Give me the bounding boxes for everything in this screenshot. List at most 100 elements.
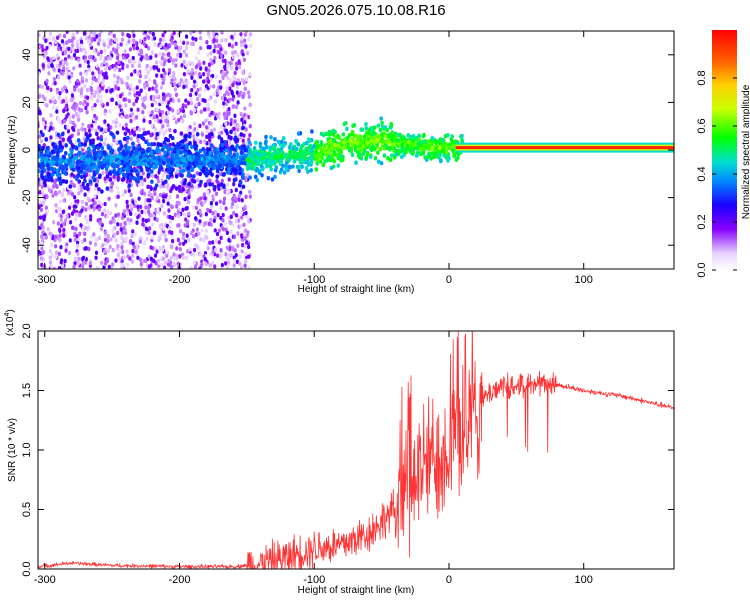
- heatmap-cell: [120, 159, 125, 165]
- heatmap-cell: [220, 130, 224, 135]
- heatmap-cell: [191, 174, 196, 179]
- heatmap-cell: [202, 60, 206, 66]
- heatmap-cell: [194, 70, 198, 75]
- heatmap-cell: [146, 172, 151, 178]
- heatmap-cell: [50, 63, 54, 68]
- heatmap-cell: [229, 214, 233, 219]
- heatmap-cell: [308, 143, 313, 148]
- heatmap-cell: [125, 139, 129, 145]
- heatmap-cell: [252, 161, 256, 167]
- heatmap-cell: [62, 33, 67, 39]
- heatmap-cell: [140, 135, 144, 140]
- heatmap-cell: [155, 92, 159, 98]
- heatmap-cell: [239, 150, 244, 155]
- heatmap-cell: [58, 60, 63, 66]
- heatmap-cell: [65, 66, 70, 72]
- heatmap-cell: [227, 177, 231, 182]
- heatmap-cell: [227, 237, 231, 243]
- heatmap-cell: [298, 160, 303, 165]
- heatmap-cell: [232, 55, 236, 60]
- heatmap-cell: [109, 131, 113, 136]
- heatmap-cell: [191, 71, 195, 76]
- heatmap-cell: [350, 129, 355, 135]
- heatmap-cell: [62, 187, 66, 193]
- heatmap-cell: [86, 196, 90, 201]
- heatmap-cell: [310, 148, 314, 154]
- heatmap-cell: [202, 161, 207, 167]
- heatmap-cell: [49, 125, 53, 131]
- heatmap-cell: [98, 149, 103, 155]
- heatmap-cell: [183, 137, 187, 142]
- heatmap-cell: [192, 79, 197, 84]
- heatmap-cell: [40, 161, 45, 167]
- heatmap-cell: [203, 221, 207, 226]
- heatmap-cell: [248, 123, 252, 129]
- heatmap-cell: [49, 135, 53, 140]
- heatmap-cell: [138, 48, 143, 54]
- heatmap-cell: [119, 227, 123, 232]
- heatmap-cell: [87, 124, 91, 129]
- heatmap-cell: [181, 255, 185, 260]
- heatmap-cell: [186, 40, 190, 46]
- heatmap-cell: [191, 61, 195, 66]
- heatmap-cell: [199, 86, 203, 92]
- heatmap-cell: [145, 63, 149, 69]
- heatmap-cell: [166, 197, 170, 202]
- heatmap-cell: [133, 69, 137, 74]
- heatmap-cell: [76, 39, 80, 45]
- heatmap-cell: [98, 33, 102, 38]
- heatmap-cell: [166, 186, 170, 191]
- heatmap-cell: [437, 145, 442, 151]
- heatmap-cell: [203, 118, 208, 124]
- heatmap-cell: [211, 194, 215, 199]
- heatmap-cell: [128, 91, 132, 96]
- heatmap-cell: [247, 94, 251, 100]
- heatmap-cell: [58, 207, 62, 212]
- heatmap-cell: [199, 213, 203, 218]
- heatmap-cell: [235, 219, 239, 224]
- heatmap-cell: [52, 167, 57, 172]
- heatmap-cell: [345, 126, 349, 132]
- heatmap-cell: [121, 31, 125, 37]
- heatmap-cell: [124, 53, 128, 59]
- heatmap-cell: [170, 135, 175, 141]
- heatmap-cell: [392, 142, 396, 147]
- heatmap-cell: [238, 254, 242, 259]
- heatmap-cell: [76, 261, 80, 266]
- heatmap-cell: [383, 139, 388, 144]
- heatmap-cell: [245, 240, 249, 245]
- heatmap-cell: [184, 34, 189, 39]
- heatmap-cell: [46, 56, 50, 61]
- heatmap-cell: [266, 175, 271, 181]
- heatmap-cell: [251, 153, 255, 158]
- heatmap-cell: [72, 127, 76, 133]
- heatmap-cell: [96, 86, 100, 91]
- heatmap-cell: [102, 60, 106, 65]
- heatmap-cell: [97, 94, 102, 99]
- heatmap-cell: [239, 210, 244, 215]
- heatmap-cell: [239, 190, 243, 196]
- heatmap-cell: [128, 175, 133, 180]
- heatmap-cell: [127, 188, 131, 193]
- heatmap-cell: [81, 154, 86, 160]
- heatmap-cell: [72, 264, 76, 269]
- heatmap-cell: [189, 110, 193, 115]
- heatmap-cell: [221, 212, 225, 218]
- heatmap-cell: [149, 245, 153, 250]
- heatmap-cell: [51, 96, 56, 101]
- heatmap-cell: [152, 230, 156, 236]
- heatmap-cell: [162, 161, 166, 166]
- heatmap-cell: [232, 234, 237, 239]
- heatmap-cell: [221, 70, 225, 76]
- heatmap-cell: [159, 128, 163, 133]
- heatmap-cell: [111, 262, 115, 267]
- heatmap-cell: [209, 201, 213, 206]
- heatmap-cell: [155, 107, 159, 112]
- heatmap-cell: [75, 102, 79, 108]
- heatmap-cell: [200, 221, 204, 227]
- heatmap-cell: [244, 177, 248, 183]
- heatmap-cell: [90, 80, 94, 86]
- heatmap-cell: [376, 123, 381, 128]
- heatmap-cell: [253, 174, 258, 179]
- heatmap-cell: [80, 199, 84, 205]
